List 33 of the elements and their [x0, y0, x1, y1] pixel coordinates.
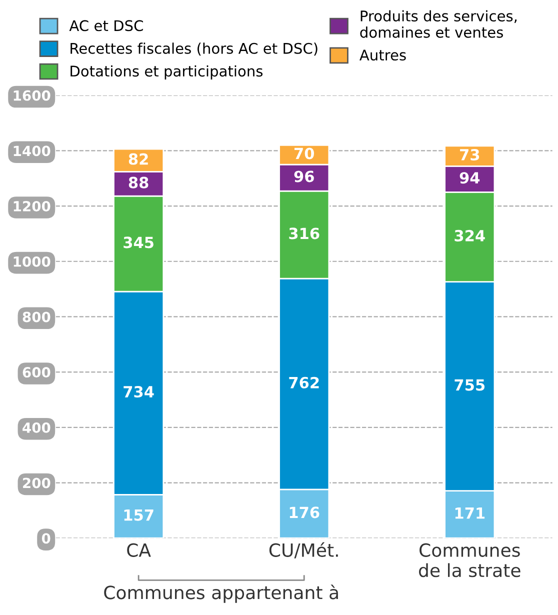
- data-label: 324: [454, 230, 485, 242]
- data-label: 82: [128, 153, 148, 165]
- legend-label: Autres: [360, 50, 406, 61]
- data-label: 96: [294, 170, 314, 182]
- y-tick-label: 200: [23, 478, 50, 488]
- legend-label: Produits des services, domaines et ventes: [360, 10, 517, 38]
- data-label: 157: [124, 509, 154, 521]
- y-tick-label: 0: [42, 533, 50, 544]
- legend-label: Dotations et participations: [70, 65, 263, 80]
- legend-label: Recettes fiscales (hors AC et DSC): [70, 42, 318, 56]
- data-label: 94: [460, 172, 480, 184]
- data-label: 88: [128, 176, 148, 188]
- data-label: 345: [124, 236, 154, 248]
- legend-label: AC et DSC: [69, 20, 143, 32]
- x-tick-label: CA: [127, 543, 151, 557]
- data-label: 762: [289, 376, 319, 388]
- x-tick-label: Communes de la strate: [419, 543, 520, 578]
- text: Communes appartenant à: [104, 584, 338, 603]
- data-label: 176: [290, 506, 320, 518]
- y-tick-label: 1200: [14, 200, 50, 212]
- data-label: 316: [289, 228, 320, 240]
- y-tick-label: 1000: [14, 256, 50, 267]
- data-label: 755: [454, 379, 485, 391]
- data-label: 734: [124, 386, 154, 398]
- y-tick-label: 1400: [14, 146, 50, 156]
- y-tick-label: 600: [22, 367, 50, 378]
- data-label: 171: [455, 508, 485, 519]
- y-tick-label: 400: [22, 422, 50, 433]
- data-label: 73: [460, 148, 480, 161]
- data-label: 70: [294, 148, 314, 160]
- y-tick-label: 800: [22, 312, 50, 322]
- y-tick-label: 1600: [14, 90, 50, 101]
- x-tick-label: CU/Mét.: [269, 542, 338, 558]
